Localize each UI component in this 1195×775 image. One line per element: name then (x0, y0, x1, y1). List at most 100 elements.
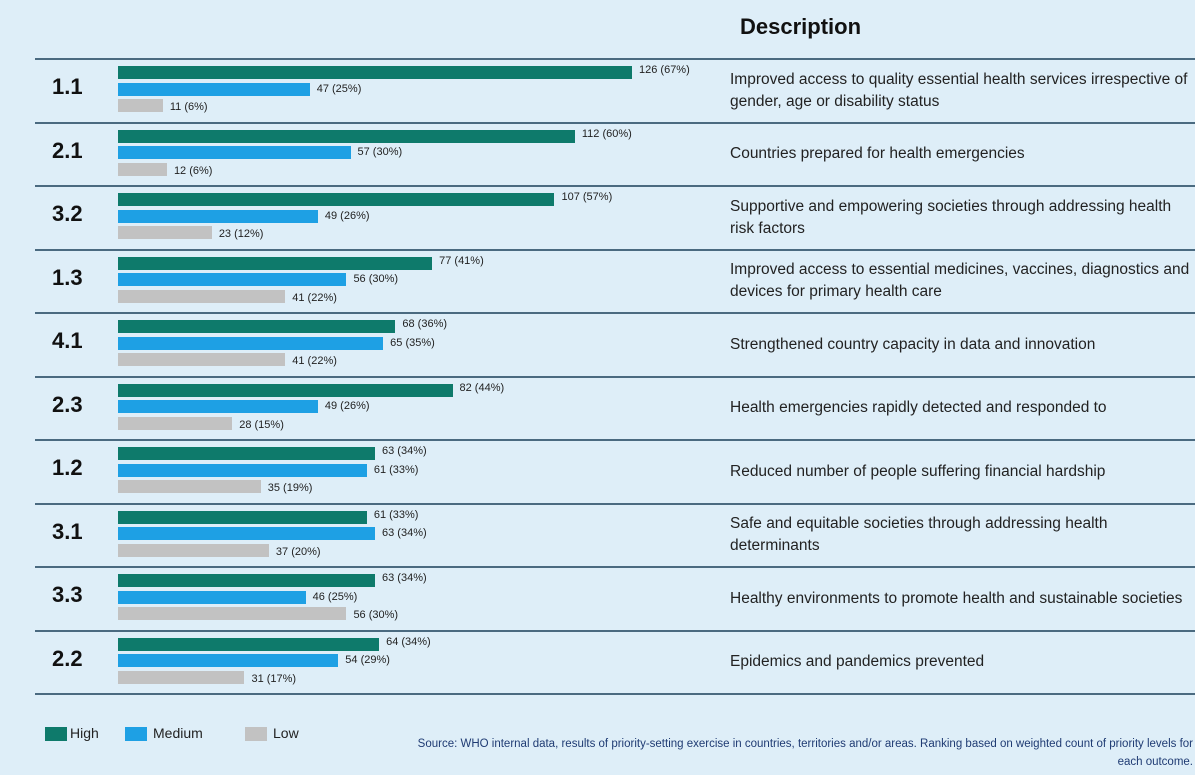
category-label: 1.2 (52, 455, 83, 480)
description: Healthy environments to promote health a… (730, 589, 1183, 607)
value-label: 82 (44%) (459, 381, 505, 394)
description: Improved access to essential medicines, … (730, 261, 1190, 301)
legend-label: Medium (153, 725, 203, 741)
value-label: 11 (6%) (169, 101, 208, 113)
category-label: 1.1 (52, 74, 83, 99)
value-label: 57 (30%) (357, 146, 403, 158)
bar (118, 654, 339, 667)
legend-label: High (70, 725, 99, 741)
category-label: 3.1 (52, 518, 83, 544)
bar (118, 146, 351, 159)
row-rule (35, 312, 1195, 314)
bar (118, 353, 286, 366)
category-label: 2.3 (52, 391, 83, 417)
value-label: 49 (26%) (324, 209, 370, 222)
value-label: 63 (34%) (382, 527, 427, 539)
value-label: 54 (29%) (345, 654, 390, 666)
value-label: 23 (12%) (218, 228, 264, 240)
value-label: 37 (20%) (275, 545, 321, 558)
bar (118, 543, 269, 557)
value-label: 12 (6%) (173, 164, 213, 177)
value-label: 68 (36%) (402, 318, 448, 330)
bar (118, 590, 306, 604)
bar (118, 447, 375, 460)
row-rule (35, 629, 1195, 632)
bar (118, 209, 318, 223)
category-label: 2.1 (52, 137, 83, 163)
bar (118, 416, 233, 430)
bar (118, 510, 367, 524)
value-label: 126 (67%) (639, 64, 690, 76)
description: Health emergencies rapidly detected and … (730, 399, 1107, 417)
value-label: 65 (35%) (390, 336, 435, 349)
row-rule (35, 375, 1195, 378)
bar (118, 273, 347, 286)
description: Strengthened country capacity in data an… (730, 335, 1096, 353)
bar (118, 129, 575, 143)
value-label: 47 (25%) (316, 82, 362, 95)
value-label: 63 (34%) (382, 572, 427, 584)
category-label: 2.2 (52, 645, 83, 671)
bar (118, 574, 375, 587)
row-rule (35, 185, 1195, 187)
value-label: 35 (19%) (267, 482, 313, 494)
value-label: 31 (17%) (251, 672, 297, 685)
source-note: Source: WHO internal data, results of pr… (417, 738, 1193, 768)
value-label: 49 (26%) (324, 400, 370, 412)
bar (118, 99, 163, 112)
bar (118, 289, 286, 303)
description: Epidemics and pandemics prevented (730, 653, 985, 671)
bar (118, 193, 555, 206)
row-rule (35, 566, 1195, 568)
description: Supportive and empowering societies thro… (730, 197, 1172, 237)
bar (118, 383, 453, 397)
description: Countries prepared for health emergencie… (730, 145, 1025, 163)
bar (118, 226, 212, 239)
value-label: 77 (41%) (439, 254, 484, 267)
bar (118, 162, 167, 176)
category-label: 4.1 (52, 328, 83, 353)
bar (118, 256, 433, 270)
description: Improved access to quality essential hea… (730, 70, 1188, 110)
bar (118, 336, 384, 350)
bar (118, 670, 245, 684)
row-rule (35, 248, 1195, 251)
row-rule (35, 58, 1195, 60)
category-label: 3.2 (52, 201, 83, 226)
bar (118, 320, 396, 333)
row-rule (35, 121, 1195, 124)
row-rule (35, 693, 1195, 695)
value-label: 41 (22%) (292, 291, 337, 304)
bar (118, 82, 310, 96)
legend-swatch (125, 727, 147, 741)
bar (118, 463, 367, 477)
value-label: 46 (25%) (312, 590, 358, 603)
row-rule (35, 502, 1195, 505)
value-label: 28 (15%) (239, 418, 284, 431)
value-label: 61 (33%) (373, 463, 419, 476)
value-label: 63 (34%) (382, 445, 427, 457)
bar (118, 607, 347, 620)
bar (118, 637, 380, 651)
description: Safe and equitable societies through add… (730, 515, 1108, 555)
value-label: 56 (30%) (353, 609, 399, 621)
column-header: Description (740, 14, 862, 39)
value-label: 112 (60%) (581, 127, 632, 140)
bar (118, 400, 318, 413)
value-label: 107 (57%) (561, 191, 613, 203)
value-label: 41 (22%) (292, 355, 337, 367)
description: Reduced number of people suffering finan… (730, 462, 1106, 480)
value-label: 64 (34%) (386, 635, 431, 648)
row-rule (35, 439, 1195, 441)
category-label: 1.3 (52, 264, 83, 290)
category-label: 3.3 (52, 582, 83, 607)
bar (118, 66, 632, 79)
value-label: 61 (33%) (373, 508, 419, 521)
legend-swatch (245, 727, 267, 741)
bar (118, 480, 261, 493)
legend-label: Low (273, 725, 299, 741)
legend-swatch (45, 727, 67, 741)
value-label: 56 (30%) (353, 273, 399, 285)
bar (118, 527, 375, 540)
